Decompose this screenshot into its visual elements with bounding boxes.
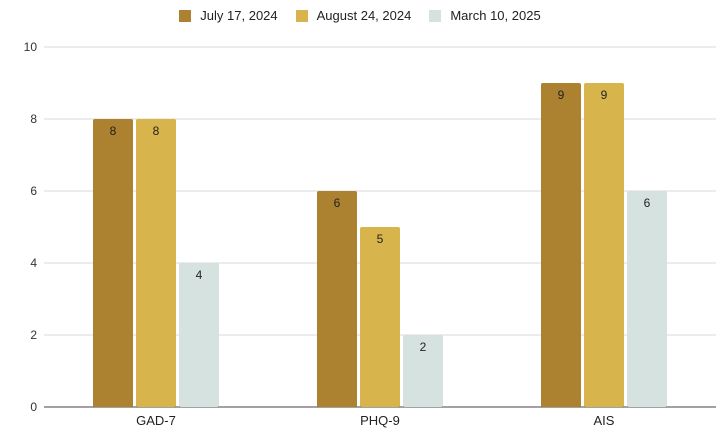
bar	[541, 83, 581, 407]
bar	[627, 191, 667, 407]
data-label: 9	[601, 88, 608, 102]
legend-swatch-august-2024	[295, 9, 308, 22]
bar	[360, 227, 400, 407]
bar	[93, 119, 133, 407]
legend-label-august-2024: August 24, 2024	[316, 8, 412, 23]
legend-item-july-2024: July 17, 2024	[179, 8, 278, 23]
bar	[317, 191, 357, 407]
x-tick-label: PHQ-9	[360, 413, 400, 428]
y-tick-label: 6	[30, 184, 37, 198]
data-label: 5	[377, 232, 384, 246]
data-label: 8	[153, 124, 160, 138]
legend-item-august-2024: August 24, 2024	[295, 8, 412, 23]
y-tick-label: 10	[24, 40, 38, 54]
data-label: 4	[196, 268, 203, 282]
y-tick-label: 2	[30, 328, 37, 342]
bar	[584, 83, 624, 407]
data-label: 8	[110, 124, 117, 138]
legend-swatch-march-2025	[429, 9, 442, 22]
data-label: 2	[420, 340, 427, 354]
data-label: 9	[558, 88, 565, 102]
legend-swatch-july-2024	[179, 9, 192, 22]
bar	[403, 335, 443, 407]
x-tick-label: GAD-7	[136, 413, 176, 428]
legend-label-march-2025: March 10, 2025	[450, 8, 541, 23]
data-label: 6	[644, 196, 651, 210]
data-label: 6	[334, 196, 341, 210]
y-tick-label: 0	[30, 400, 37, 414]
legend-item-march-2025: March 10, 2025	[429, 8, 541, 23]
y-tick-label: 8	[30, 112, 37, 126]
y-tick-label: 4	[30, 256, 37, 270]
bar	[179, 263, 219, 407]
x-tick-label: AIS	[594, 413, 615, 428]
chart-legend: July 17, 2024 August 24, 2024 March 10, …	[0, 8, 720, 23]
bar	[136, 119, 176, 407]
legend-label-july-2024: July 17, 2024	[200, 8, 278, 23]
